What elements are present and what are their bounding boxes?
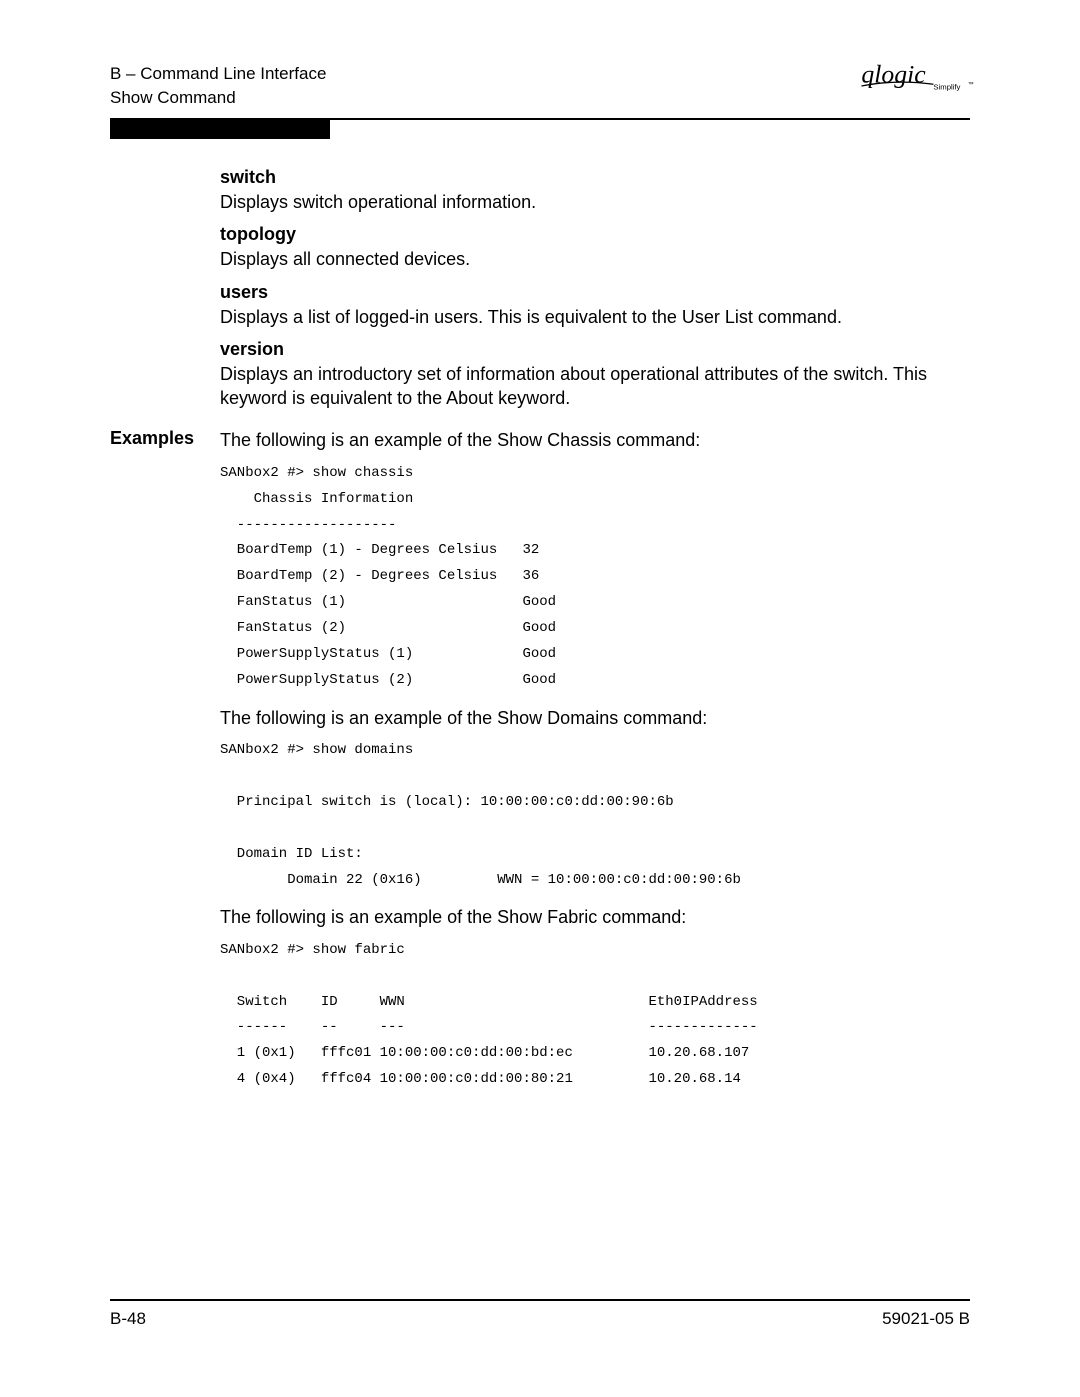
code-block-fabric: SANbox2 #> show fabric Switch ID WWN Eth… [220,938,970,1093]
definition-term: switch [220,167,970,188]
page-number: B-48 [110,1309,146,1329]
examples-section: Examples The following is an example of … [220,428,970,1097]
header-blackbar [110,119,330,139]
definition-term: topology [220,224,970,245]
definition-desc: Displays an introductory set of informat… [220,362,970,411]
footer-row: B-48 59021-05 B [110,1309,970,1329]
footer-rule [110,1299,970,1301]
example-intro-fabric: The following is an example of the Show … [220,905,970,929]
definition-desc: Displays a list of logged-in users. This… [220,305,970,329]
definition-desc: Displays switch operational information. [220,190,970,214]
page-container: B – Command Line Interface Show Command … [0,0,1080,1097]
examples-label: Examples [110,428,220,449]
doc-number: 59021-05 B [882,1309,970,1329]
code-block-domains: SANbox2 #> show domains Principal switch… [220,738,970,893]
definition-term: version [220,339,970,360]
examples-body: The following is an example of the Show … [220,428,970,1097]
header-line-2: Show Command [110,86,970,110]
page-header: B – Command Line Interface Show Command … [110,62,970,112]
definition-term: users [220,282,970,303]
example-intro-chassis: The following is an example of the Show … [220,428,970,452]
code-block-chassis: SANbox2 #> show chassis Chassis Informat… [220,461,970,694]
svg-text:™: ™ [968,81,974,88]
qlogic-logo: qlogic Simplify ™ [858,58,978,106]
content-area: switch Displays switch operational infor… [110,139,970,1097]
svg-text:Simplify: Simplify [933,82,960,91]
header-line-1: B – Command Line Interface [110,62,970,86]
page-footer: B-48 59021-05 B [110,1299,970,1329]
definition-desc: Displays all connected devices. [220,247,970,271]
example-intro-domains: The following is an example of the Show … [220,706,970,730]
